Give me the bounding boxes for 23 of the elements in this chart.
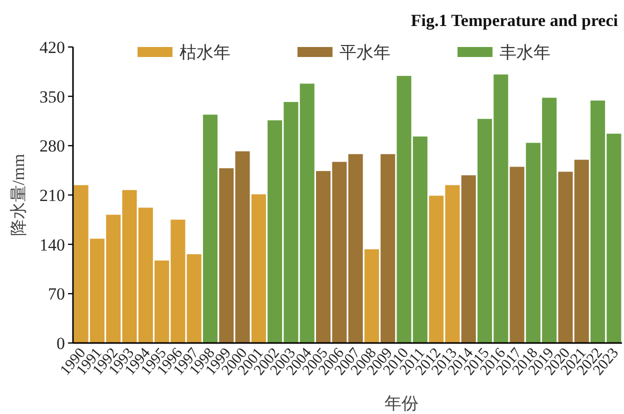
y-tick-label: 140 [40,235,65,254]
chart-title: Fig.1 Temperature and preci [410,11,618,30]
y-tick-label: 70 [48,284,65,304]
bar [510,166,524,343]
y-axis-title: 降水量/mm [9,154,28,236]
y-tick-label: 420 [40,38,65,57]
x-axis-title: 年份 [384,394,418,413]
bar [202,114,218,343]
bar [380,154,396,343]
y-tick-label: 0 [56,334,65,353]
y-tick-label: 280 [40,136,65,156]
bar [364,249,379,343]
bar [186,254,202,343]
bar [251,194,266,343]
y-tick-label: 350 [40,87,65,106]
bar [219,168,234,343]
legend-label: 平水年 [340,43,390,62]
bar [348,154,363,343]
bar [461,175,476,343]
bar [235,151,250,343]
y-tick-label: 210 [40,186,65,205]
legend-label: 枯水年 [180,43,230,62]
legend-label: 丰水年 [500,43,550,62]
